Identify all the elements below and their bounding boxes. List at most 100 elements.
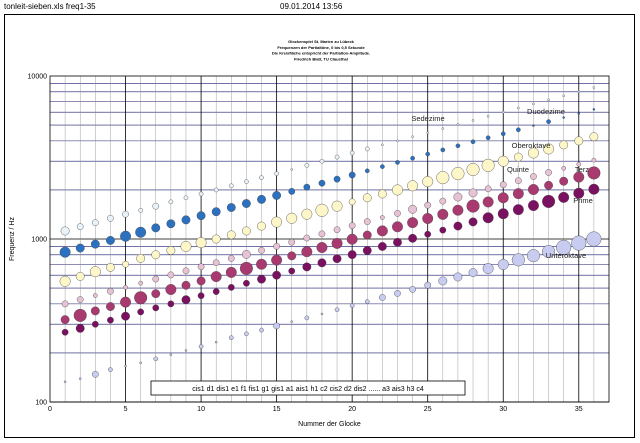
data-point bbox=[197, 292, 205, 300]
data-point bbox=[256, 258, 267, 270]
data-point bbox=[139, 361, 142, 365]
data-point bbox=[108, 367, 113, 372]
header-timestamp: 09.01.2014 13:56 bbox=[280, 2, 343, 11]
data-point bbox=[228, 335, 234, 341]
data-point bbox=[257, 221, 266, 231]
data-point bbox=[196, 211, 206, 221]
data-point bbox=[288, 267, 296, 275]
data-point bbox=[106, 262, 115, 272]
data-point bbox=[76, 296, 84, 303]
data-point bbox=[301, 246, 313, 258]
data-point bbox=[393, 237, 402, 247]
data-point bbox=[211, 207, 221, 217]
data-point bbox=[302, 262, 312, 272]
data-point bbox=[316, 242, 328, 253]
data-point bbox=[468, 268, 478, 278]
data-point bbox=[513, 152, 523, 162]
data-point bbox=[422, 176, 434, 188]
series-label: Unteroktave bbox=[546, 251, 586, 260]
data-point bbox=[571, 235, 587, 251]
data-point bbox=[546, 119, 551, 124]
data-point bbox=[497, 155, 509, 167]
data-point bbox=[410, 155, 415, 161]
title-line-2: Frequenzen der Partialtöne, 0 bis 0,5 Se… bbox=[277, 45, 365, 50]
data-point bbox=[426, 131, 429, 134]
title-line-3: Die Kreisfläche entspricht der Partialto… bbox=[272, 51, 370, 56]
data-point bbox=[439, 226, 447, 234]
x-tick-label: 25 bbox=[424, 406, 432, 413]
data-point bbox=[167, 271, 175, 279]
data-point bbox=[244, 179, 249, 184]
data-point bbox=[93, 293, 98, 298]
data-point bbox=[364, 146, 370, 152]
data-point bbox=[592, 86, 596, 89]
data-point bbox=[213, 187, 219, 193]
data-point bbox=[346, 233, 358, 245]
data-point bbox=[138, 280, 143, 286]
data-point bbox=[301, 208, 313, 220]
header-filename: tonleit-sieben.xls freq1-35 bbox=[4, 2, 96, 11]
data-point bbox=[259, 327, 264, 333]
data-point bbox=[60, 226, 70, 236]
data-point bbox=[364, 168, 370, 174]
data-point bbox=[543, 143, 555, 155]
y-tick-label: 100 bbox=[35, 400, 47, 407]
data-point bbox=[545, 169, 552, 176]
data-point bbox=[453, 272, 463, 282]
data-point bbox=[436, 171, 450, 185]
data-point bbox=[226, 230, 236, 240]
data-point bbox=[576, 161, 582, 167]
data-point bbox=[587, 166, 601, 180]
x-axis-label: Nummer der Glocke bbox=[298, 421, 361, 428]
data-point bbox=[318, 179, 326, 187]
data-point bbox=[198, 191, 204, 197]
data-point bbox=[497, 259, 509, 270]
data-point bbox=[181, 215, 191, 225]
data-point bbox=[377, 242, 387, 251]
data-point bbox=[303, 183, 311, 191]
series-label: Duodezime bbox=[527, 107, 565, 116]
data-point bbox=[318, 230, 326, 238]
data-point bbox=[91, 219, 99, 226]
data-point bbox=[394, 290, 401, 297]
data-point bbox=[91, 370, 99, 378]
data-point bbox=[257, 194, 266, 204]
data-point bbox=[481, 158, 495, 172]
data-point bbox=[453, 192, 463, 202]
data-point bbox=[153, 356, 159, 362]
data-point bbox=[512, 188, 524, 200]
data-point bbox=[242, 199, 251, 208]
data-point bbox=[63, 380, 67, 384]
data-point bbox=[181, 295, 191, 305]
data-point bbox=[482, 212, 494, 224]
data-point bbox=[380, 215, 385, 220]
series-label: Oberoktave bbox=[512, 141, 551, 150]
data-point bbox=[227, 255, 235, 262]
data-point bbox=[408, 204, 417, 214]
data-point bbox=[512, 204, 524, 216]
note-names-rect bbox=[150, 380, 466, 396]
data-point bbox=[90, 239, 100, 249]
data-point bbox=[471, 119, 475, 122]
data-point bbox=[530, 173, 537, 180]
data-point bbox=[59, 246, 71, 258]
data-point bbox=[408, 233, 417, 243]
data-point bbox=[380, 164, 385, 169]
series-labels: Duodezime Sedezime Oberoktave Quinte Terz Pri… bbox=[411, 107, 592, 260]
data-point bbox=[497, 208, 509, 220]
data-point bbox=[573, 171, 585, 183]
data-point bbox=[259, 175, 264, 180]
data-point bbox=[106, 236, 115, 245]
data-point bbox=[544, 180, 553, 190]
data-point bbox=[528, 147, 539, 159]
data-point bbox=[152, 304, 160, 312]
series-label: Prime bbox=[573, 196, 593, 205]
data-point bbox=[456, 123, 460, 126]
data-point bbox=[331, 200, 343, 212]
data-point bbox=[166, 246, 176, 255]
data-point bbox=[334, 307, 340, 313]
data-point bbox=[228, 183, 234, 189]
data-point bbox=[559, 176, 569, 186]
data-point bbox=[210, 271, 222, 283]
data-point bbox=[239, 261, 253, 275]
